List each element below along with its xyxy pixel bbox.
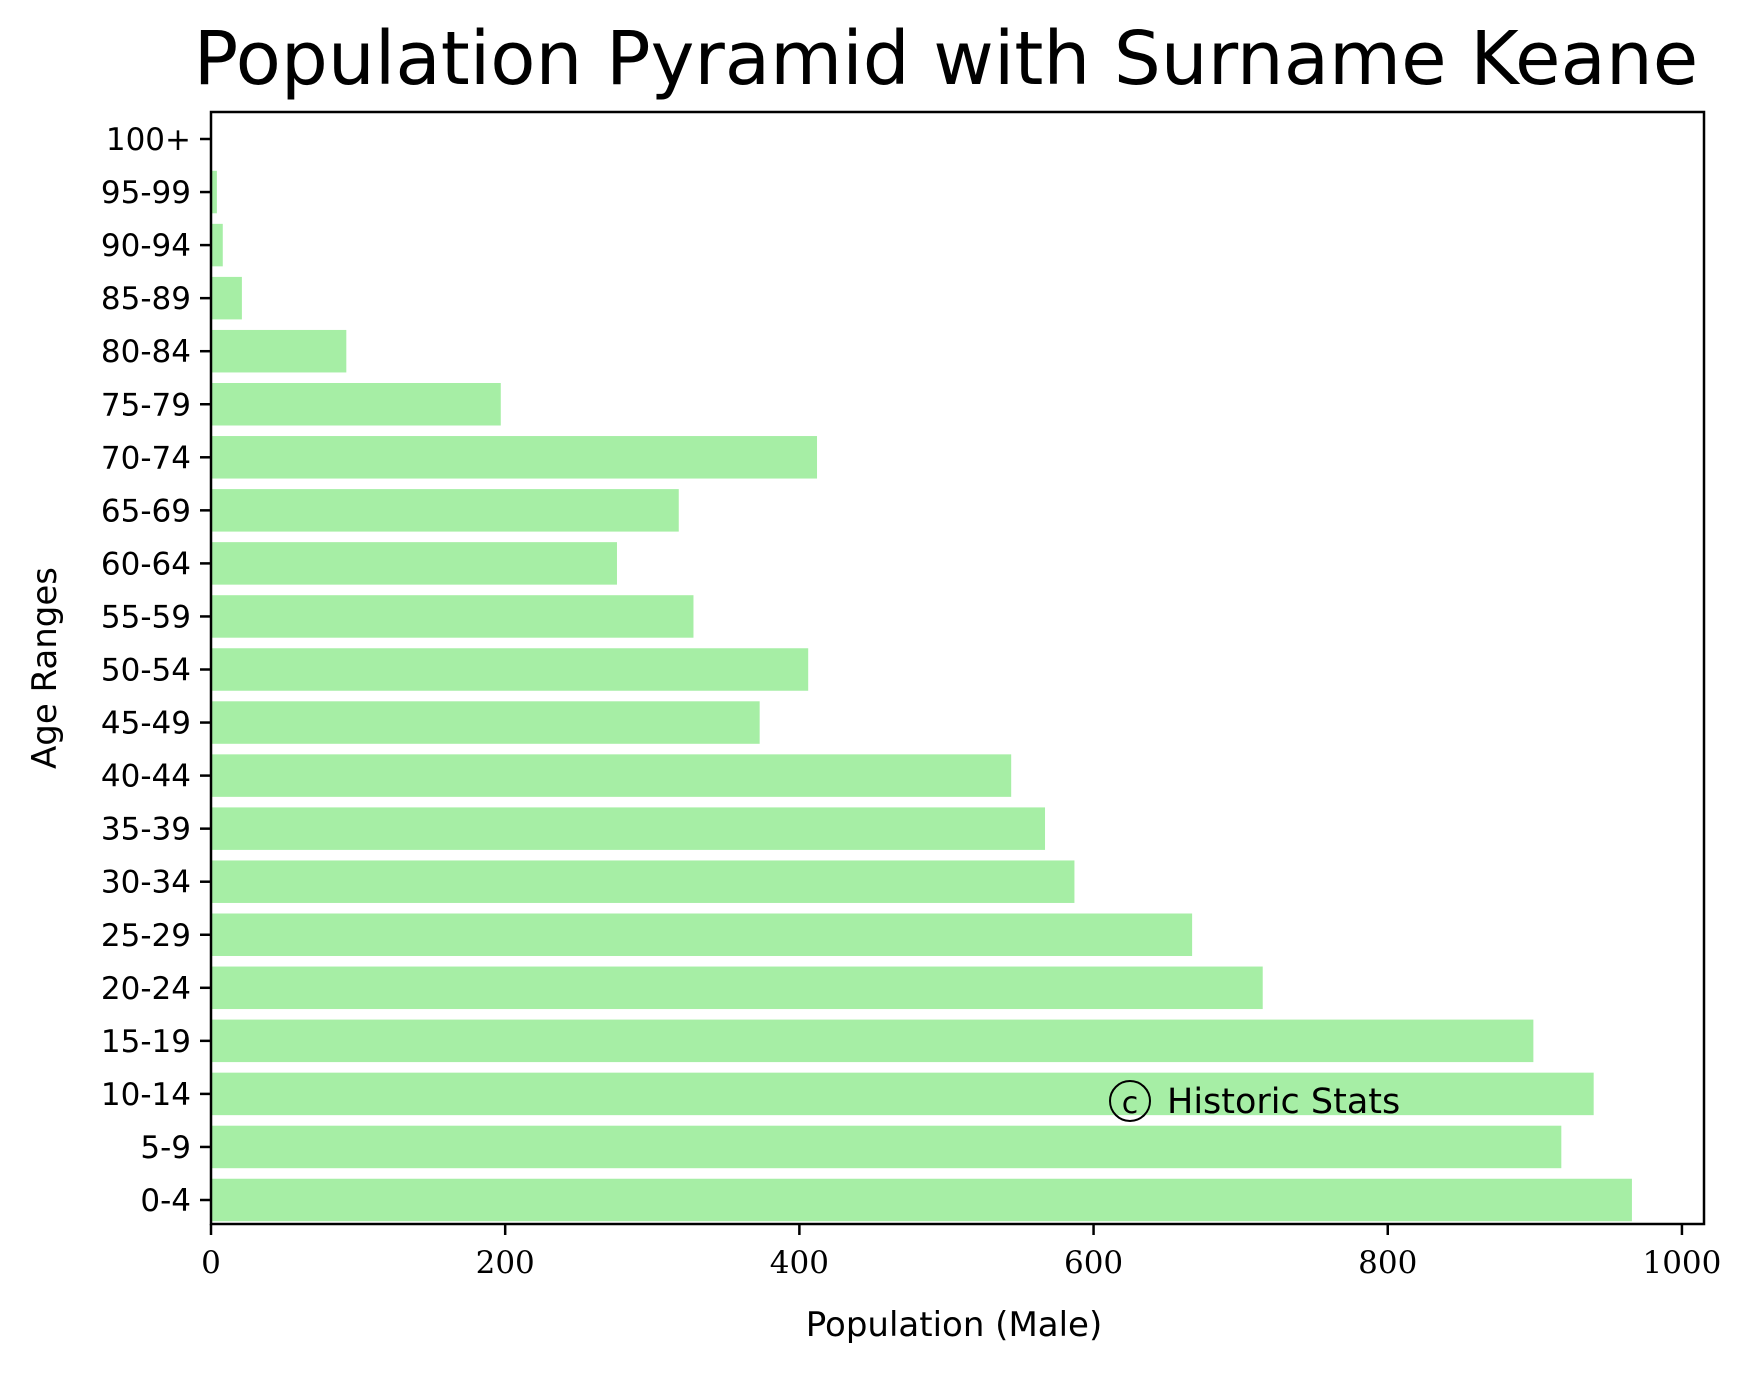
y-tick-label: 15-19: [101, 1024, 191, 1060]
bar-15-19: [211, 1019, 1534, 1063]
x-axis-label: Population (Male): [806, 1305, 1103, 1345]
x-tick-label: 1000: [1642, 1245, 1721, 1281]
y-tick-label: 5-9: [140, 1130, 191, 1166]
bar-95-99: [211, 170, 217, 214]
y-tick-label: 50-54: [101, 653, 191, 689]
bar-25-29: [211, 913, 1193, 956]
watermark: c Historic Stats: [1109, 1080, 1400, 1122]
bar-50-54: [211, 648, 809, 691]
bar-5-9: [211, 1125, 1562, 1169]
y-tick-label: 95-99: [101, 175, 191, 211]
y-tick-label: 55-59: [101, 599, 191, 635]
y-tick-label: 100+: [106, 122, 191, 158]
x-tick-label: 800: [1358, 1245, 1417, 1281]
y-tick-label: 40-44: [101, 759, 191, 795]
bar-65-69: [211, 489, 679, 532]
y-tick-label: 80-84: [101, 334, 191, 370]
bars-group: [211, 170, 1632, 1222]
y-tick-label: 20-24: [101, 971, 191, 1007]
y-tick-label: 75-79: [101, 387, 191, 423]
y-axis-label: Age Ranges: [25, 567, 65, 769]
y-tick-label: 60-64: [101, 546, 191, 582]
bar-55-59: [211, 595, 694, 638]
x-axis-ticks: 0 200 400 600 800 1000: [201, 1224, 1721, 1281]
bar-45-49: [211, 701, 760, 744]
y-tick-label: 70-74: [101, 440, 191, 476]
x-tick-label: 200: [476, 1245, 535, 1281]
y-tick-label: 85-89: [101, 281, 191, 317]
plot-frame: [209, 110, 1706, 1226]
bar-40-44: [211, 754, 1012, 797]
bar-90-94: [211, 223, 223, 267]
copyright-circle-icon: [1109, 1080, 1151, 1122]
y-tick-label: 90-94: [101, 228, 191, 264]
bar-20-24: [211, 966, 1263, 1010]
x-tick-label: 0: [201, 1245, 221, 1281]
y-tick-label: 25-29: [101, 918, 191, 954]
y-axis-ticks: 0-4 5-9 10-14 15-19 20-24 25-29 30-34 35-39 40-4…: [101, 122, 211, 1219]
bar-85-89: [211, 276, 242, 320]
y-tick-label: 0-4: [140, 1183, 191, 1219]
bar-30-34: [211, 860, 1075, 903]
x-tick-label: 400: [770, 1245, 829, 1281]
y-tick-label: 10-14: [101, 1077, 191, 1113]
bar-10-14: [211, 1072, 1594, 1116]
y-tick-label: 45-49: [101, 706, 191, 742]
y-tick-label: 35-39: [101, 812, 191, 848]
chart-title: Population Pyramid with Surname Keane: [194, 16, 1699, 102]
bar-0-4: [211, 1178, 1632, 1222]
bar-75-79: [211, 383, 501, 426]
bar-80-84: [211, 329, 347, 373]
bar-60-64: [211, 542, 617, 585]
x-tick-label: 600: [1064, 1245, 1123, 1281]
bar-35-39: [211, 807, 1046, 850]
y-tick-label: 30-34: [101, 865, 191, 901]
y-tick-label: 65-69: [101, 493, 191, 529]
copyright-letter: c: [1122, 1086, 1139, 1121]
bar-70-74: [211, 436, 818, 479]
watermark-text: Historic Stats: [1167, 1082, 1400, 1122]
